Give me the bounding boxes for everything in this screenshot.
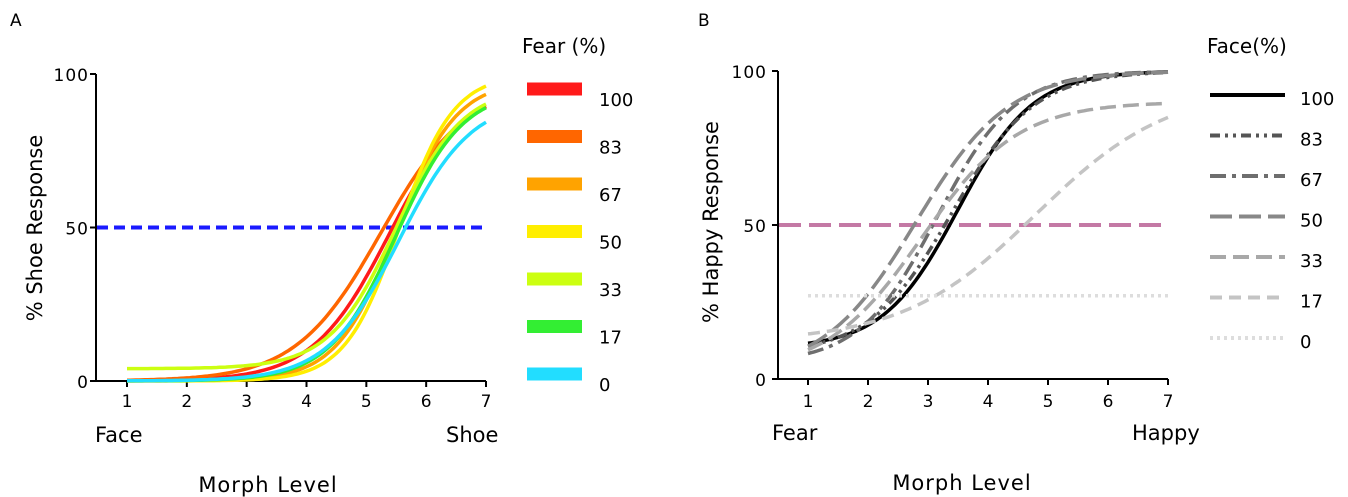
panel-b-x-tick-label: 1: [803, 392, 814, 412]
panel-a-x-tick-label: 4: [301, 392, 312, 412]
panel-b-series-50-line: [807, 70, 1169, 348]
panel-b-x-tick-label: 7: [1163, 392, 1174, 412]
panel-a-legend-label-0: 0: [599, 375, 610, 396]
panel-a-legend-label-67: 67: [599, 185, 622, 206]
panel-a-x-tick-label: 1: [122, 392, 133, 412]
panel-b-y-axis-label: % Happy Response: [699, 121, 723, 323]
panel-b-x-tick-label: 5: [1043, 392, 1054, 412]
panel-b-y-tick-label: 0: [755, 371, 767, 391]
panel-a-right-end-label: Shoe: [446, 423, 498, 447]
panel-a-x-axis-label: Morph Level: [198, 473, 337, 497]
panel-b-x-tick-label: 4: [983, 392, 994, 412]
panel-b-x-tick-label: 3: [923, 392, 934, 412]
panel-b-label: B: [698, 11, 710, 31]
panel-b-legend-label-50: 50: [1300, 211, 1323, 232]
panel-b-left-end-label: Fear: [772, 421, 818, 445]
panel-b-series-17-line: [807, 115, 1169, 336]
panel-a-y-tick-label: 0: [77, 373, 89, 393]
panel-b-y-tick-label: 100: [732, 63, 767, 83]
panel-b-y-tick-label: 50: [743, 217, 767, 237]
panel-b-x-tick-label: 2: [863, 392, 874, 412]
panel-b-legend-title: Face(%): [1207, 34, 1287, 58]
panel-a-x-tick-label: 7: [481, 392, 492, 412]
panel-b-legend-label-17: 17: [1300, 292, 1323, 313]
panel-a-legend-label-100: 100: [599, 90, 633, 111]
panel-a-x-tick-label: 5: [361, 392, 372, 412]
panel-a-series-0-line: [127, 120, 487, 383]
panel-b-series-33-line: [807, 101, 1169, 352]
panel-a-x-tick-label: 3: [241, 392, 252, 412]
panel-a-legend-label-33: 33: [599, 280, 622, 301]
panel-a-legend-label-17: 17: [599, 328, 622, 349]
panel-b-series-67-line: [807, 69, 1169, 356]
panel-b-legend-label-33: 33: [1300, 251, 1323, 272]
panel-a-legend-label-50: 50: [599, 233, 622, 254]
panel-a-x-tick-label: 6: [421, 392, 432, 412]
panel-b-right-end-label: Happy: [1132, 421, 1200, 445]
panel-b-series-83-line: [807, 70, 1169, 348]
panel-b-legend-label-100: 100: [1300, 89, 1334, 110]
panel-a-legend-label-83: 83: [599, 138, 622, 159]
panel-a-y-tick-label: 100: [54, 66, 89, 86]
panel-b-legend-label-83: 83: [1300, 130, 1323, 151]
panel-a-left-end-label: Face: [95, 423, 143, 447]
panel-b-legend-label-67: 67: [1300, 170, 1323, 191]
panel-a-label: A: [10, 11, 22, 31]
panel-a-y-tick-label: 50: [65, 220, 89, 240]
panel-a-legend-title: Fear (%): [522, 34, 606, 58]
panel-b-legend-label-0: 0: [1300, 332, 1311, 353]
panel-a-series-33-line: [127, 102, 487, 371]
panel-a-y-axis-label: % Shoe Response: [23, 135, 47, 322]
panel-b-x-tick-label: 6: [1103, 392, 1114, 412]
panel-a-x-tick-label: 2: [181, 392, 192, 412]
panel-b-x-axis-label: Morph Level: [892, 471, 1031, 495]
